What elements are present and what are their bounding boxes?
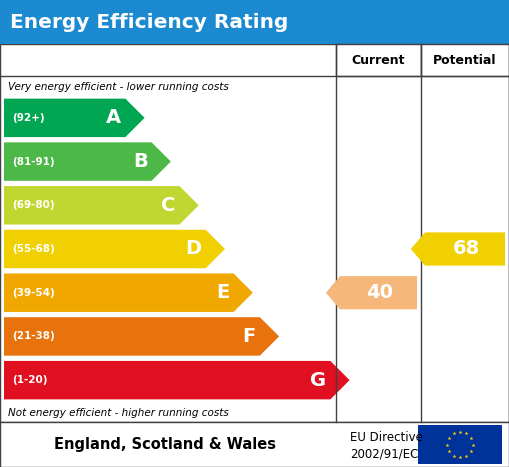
Polygon shape: [411, 233, 505, 266]
Text: Energy Efficiency Rating: Energy Efficiency Rating: [10, 13, 289, 31]
Text: Current: Current: [352, 54, 405, 66]
Bar: [418, 425, 502, 464]
Text: England, Scotland & Wales: England, Scotland & Wales: [54, 437, 276, 452]
Polygon shape: [326, 276, 417, 309]
Polygon shape: [4, 274, 253, 312]
Text: Potential: Potential: [433, 54, 497, 66]
Text: B: B: [133, 152, 148, 171]
Text: A: A: [106, 108, 121, 127]
Text: Not energy efficient - higher running costs: Not energy efficient - higher running co…: [8, 408, 229, 418]
Text: E: E: [216, 283, 230, 302]
Bar: [336, 44, 421, 76]
Polygon shape: [4, 317, 279, 356]
Text: 40: 40: [366, 283, 393, 302]
Text: D: D: [186, 240, 202, 259]
Bar: [0, 0, 509, 44]
Text: F: F: [243, 327, 256, 346]
Polygon shape: [4, 361, 350, 399]
Text: (1-20): (1-20): [12, 375, 47, 385]
Text: C: C: [161, 196, 176, 215]
Polygon shape: [4, 186, 199, 225]
Text: 2002/91/EC: 2002/91/EC: [350, 448, 418, 461]
Text: (69-80): (69-80): [12, 200, 54, 210]
Text: G: G: [310, 371, 326, 389]
Text: (21-38): (21-38): [12, 332, 55, 341]
Text: (92+): (92+): [12, 113, 45, 123]
Polygon shape: [4, 142, 171, 181]
Text: EU Directive: EU Directive: [350, 431, 423, 444]
Text: 68: 68: [453, 240, 480, 259]
Bar: [0, 422, 509, 467]
Bar: [0, 44, 509, 422]
Text: (81-91): (81-91): [12, 156, 54, 167]
Text: Very energy efficient - lower running costs: Very energy efficient - lower running co…: [8, 82, 229, 92]
Polygon shape: [4, 99, 145, 137]
Polygon shape: [4, 230, 225, 268]
Bar: [421, 44, 509, 76]
Text: (55-68): (55-68): [12, 244, 55, 254]
Text: (39-54): (39-54): [12, 288, 55, 298]
